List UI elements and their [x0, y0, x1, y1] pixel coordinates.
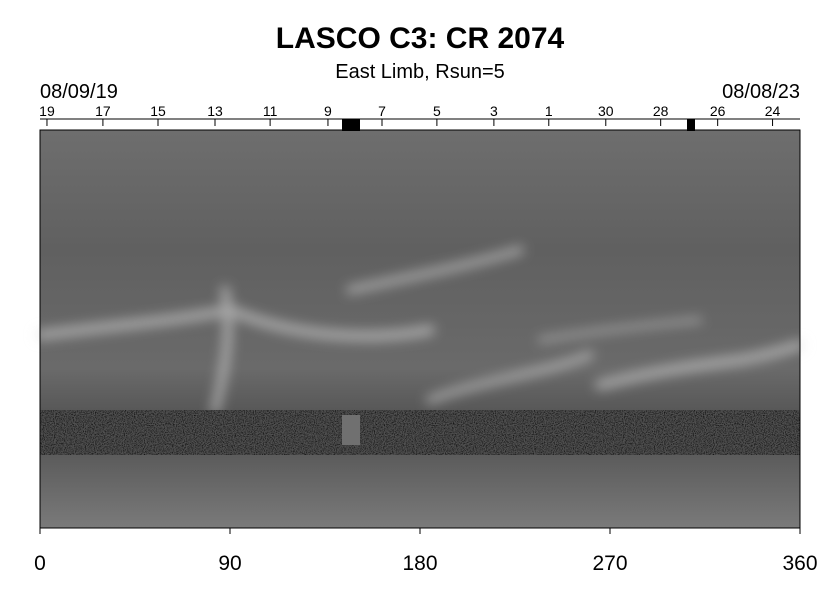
day-tick-label: 24: [765, 103, 781, 119]
x-tick-label: 180: [402, 552, 437, 575]
x-tick-label: 270: [592, 552, 627, 575]
day-tick-label: 5: [433, 103, 441, 119]
day-tick-label: 26: [710, 103, 726, 119]
day-tick-label: 28: [653, 103, 669, 119]
day-tick-label: 17: [95, 103, 111, 119]
day-tick-label: 3: [490, 103, 498, 119]
chart-title: LASCO C3: CR 2074: [276, 22, 565, 55]
start-date: 08/09/19: [40, 81, 118, 103]
day-tick-label: 30: [598, 103, 614, 119]
top-bar: [40, 118, 800, 131]
map-image: [35, 130, 805, 528]
chart-subtitle: East Limb, Rsun=5: [335, 61, 505, 83]
x-tick-label: 360: [782, 552, 817, 575]
x-tick-label: 90: [218, 552, 241, 575]
day-tick-label: 13: [207, 103, 223, 119]
day-tick-label: 15: [150, 103, 166, 119]
day-tick-label: 9: [324, 103, 332, 119]
day-tick-label: 1: [545, 103, 553, 119]
day-tick-label: 11: [263, 103, 278, 119]
x-tick-label: 0: [34, 552, 46, 575]
end-date: 08/08/23: [722, 81, 800, 103]
day-tick-label: 7: [378, 103, 386, 119]
day-tick-label: 19: [39, 103, 55, 119]
